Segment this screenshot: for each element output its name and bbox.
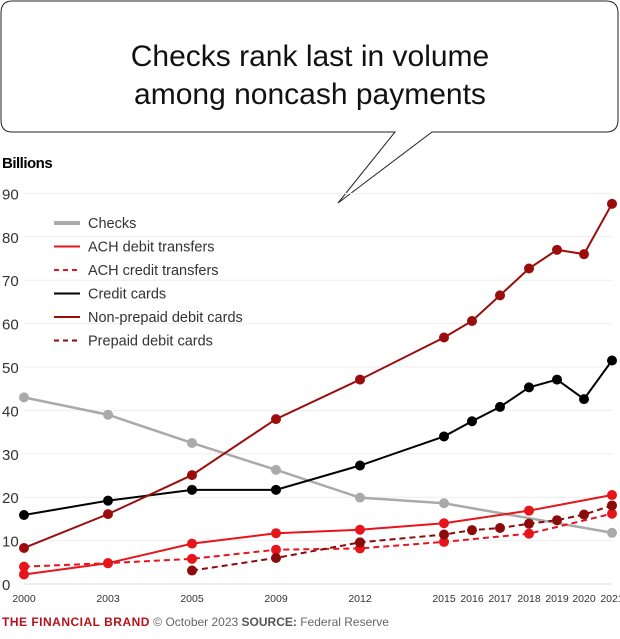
copyright: © October 2023 [153, 615, 239, 629]
data-point [19, 561, 29, 572]
legend-label: ACH debit transfers [88, 240, 215, 256]
y-tick-label: 90 [2, 186, 19, 203]
y-tick-label: 70 [2, 273, 19, 290]
data-point [19, 542, 29, 553]
data-point [439, 332, 449, 343]
legend-label: Prepaid debit cards [88, 334, 213, 350]
data-point [103, 558, 113, 569]
chart-title: Checks rank last in volume among noncash … [0, 38, 620, 114]
y-tick-label: 10 [2, 534, 19, 551]
x-tick-label: 2012 [348, 593, 372, 605]
data-point [355, 524, 365, 535]
series-line-5 [191, 504, 613, 572]
data-point [607, 198, 617, 209]
data-point [19, 509, 29, 520]
x-tick-label: 2005 [180, 593, 204, 605]
x-tick-label: 2015 [432, 593, 456, 605]
data-point [355, 492, 365, 503]
data-point [495, 523, 505, 534]
data-point [524, 382, 534, 393]
x-tick-label: 2020 [572, 593, 596, 605]
data-point [187, 484, 197, 495]
legend-label: Checks [88, 216, 136, 232]
title-line-2: among noncash payments [134, 78, 486, 111]
data-point [103, 509, 113, 520]
data-point [607, 500, 617, 511]
data-point [355, 374, 365, 385]
data-point [495, 401, 505, 412]
data-point [552, 244, 562, 255]
legend-label: Credit cards [88, 287, 166, 303]
y-tick-label: 0 [2, 577, 10, 594]
data-point [19, 569, 29, 580]
data-point [103, 409, 113, 420]
x-tick-label: 2016 [460, 593, 484, 605]
data-point [607, 508, 617, 519]
data-point [439, 536, 449, 547]
data-point [524, 518, 534, 529]
data-point [579, 249, 589, 260]
data-point [607, 490, 617, 501]
data-point [439, 529, 449, 540]
data-point [271, 552, 281, 563]
brand-name: THE FINANCIAL BRAND [2, 615, 150, 629]
x-tick-label: 2003 [96, 593, 120, 605]
series-line-2 [23, 512, 613, 568]
data-point [552, 374, 562, 385]
data-point [467, 315, 477, 326]
speech-bubble [0, 0, 619, 204]
data-point [187, 553, 197, 564]
data-point [271, 464, 281, 475]
series-line-1 [23, 494, 613, 576]
y-tick-label: 50 [2, 360, 19, 377]
data-point [271, 544, 281, 555]
data-point [467, 525, 477, 536]
y-tick-label: 80 [2, 230, 19, 247]
data-point [355, 537, 365, 548]
x-tick-label: 2019 [545, 593, 569, 605]
data-point [579, 509, 589, 520]
data-point [19, 392, 29, 403]
footer: THE FINANCIAL BRAND © October 2023 SOURC… [2, 615, 389, 629]
data-point [439, 518, 449, 529]
data-point [271, 528, 281, 539]
x-tick-label: 2018 [517, 593, 541, 605]
data-point [103, 495, 113, 506]
data-point [524, 528, 534, 539]
source: Federal Reserve [300, 615, 389, 629]
y-tick-label: 60 [2, 317, 19, 334]
data-point [439, 431, 449, 442]
data-point [439, 498, 449, 509]
y-tick-label: 40 [2, 403, 19, 420]
series-line-3 [23, 359, 613, 516]
data-point [271, 484, 281, 495]
x-tick-label: 2009 [264, 593, 288, 605]
data-point [524, 263, 534, 274]
data-point [187, 437, 197, 448]
data-point [355, 460, 365, 471]
legend-label: Non-prepaid debit cards [88, 310, 243, 326]
data-point [524, 505, 534, 516]
data-point [271, 414, 281, 425]
legend-label: ACH credit transfers [88, 263, 219, 279]
y-tick-label: 20 [2, 490, 19, 507]
y-tick-label: 30 [2, 447, 19, 464]
data-point [187, 565, 197, 576]
data-point [579, 394, 589, 405]
data-point [467, 416, 477, 427]
data-point [552, 515, 562, 526]
data-point [187, 470, 197, 481]
line-chart: 0 10 20 30 40 50 60 70 80 90 2000 2003 2005 2009 2012 2… [2, 186, 620, 605]
x-tick-label: 2017 [488, 593, 512, 605]
x-tick-label: 2000 [12, 593, 36, 605]
data-point [607, 527, 617, 538]
data-point [187, 538, 197, 549]
data-point [607, 355, 617, 366]
x-tick-label: 2021 [600, 593, 620, 605]
data-point [495, 290, 505, 301]
source-label: SOURCE: [241, 615, 297, 629]
title-line-1: Checks rank last in volume [130, 40, 490, 73]
y-axis-label: Billions [2, 155, 53, 172]
